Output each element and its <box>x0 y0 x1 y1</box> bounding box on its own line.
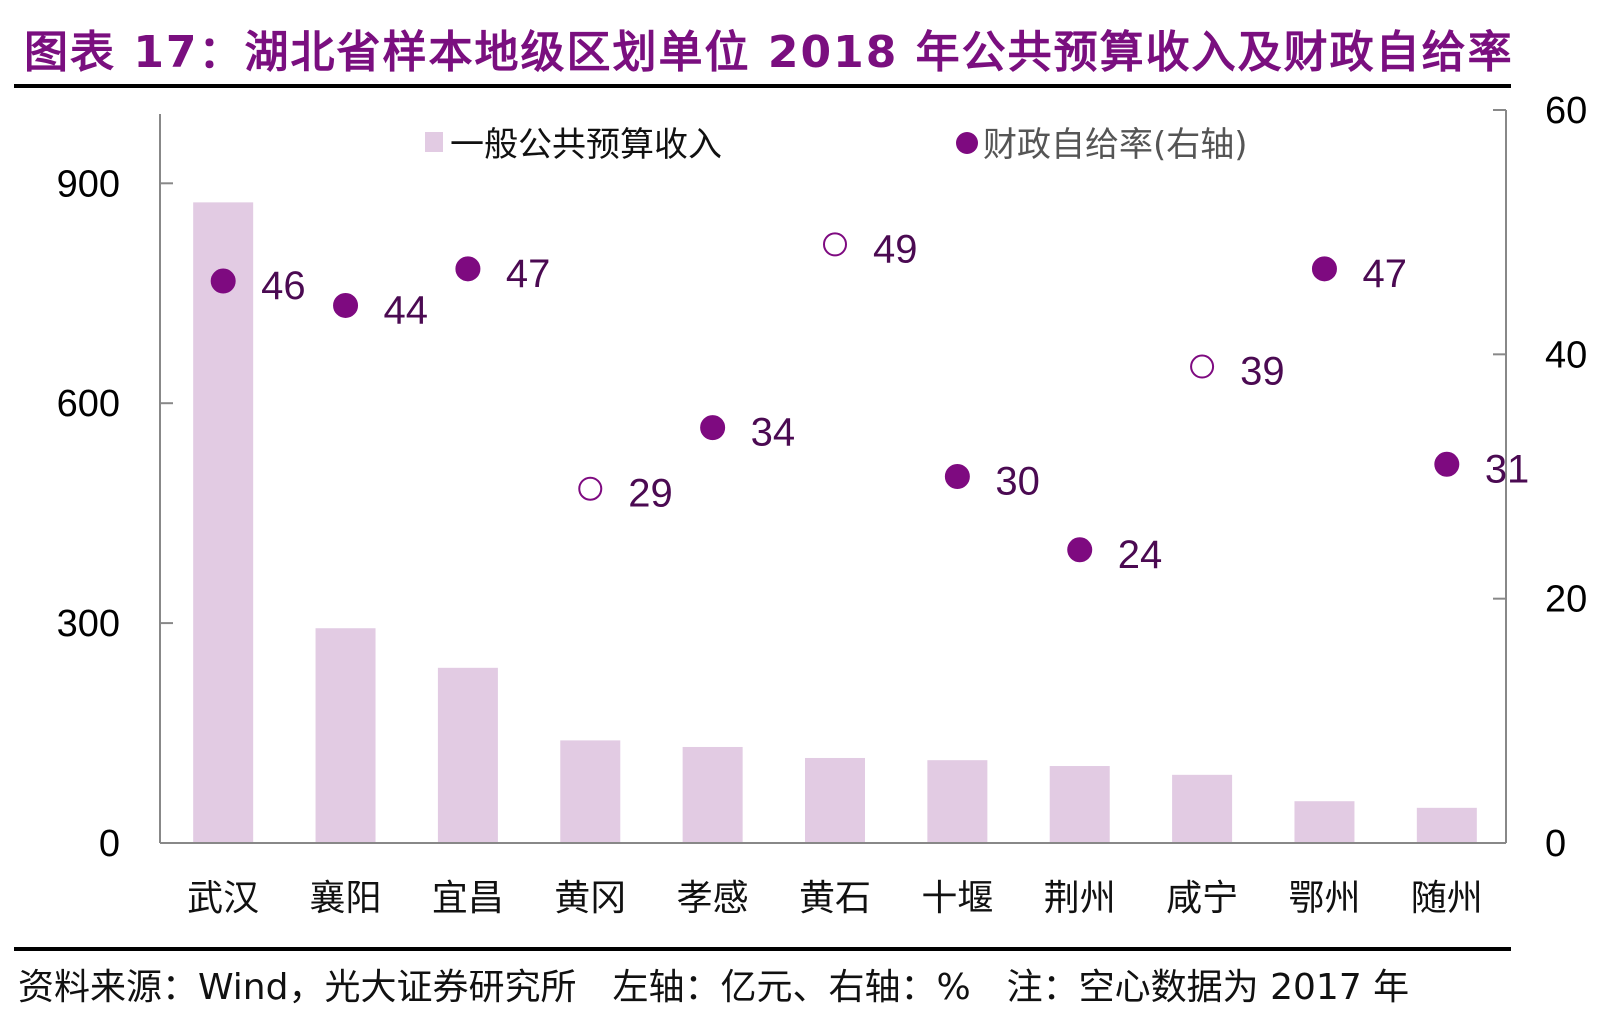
axes: 0 300 600 900 0 20 40 60 武汉 襄阳 宜昌 黄冈 孝感 黄石 十堰 荆州 咸宁 鄂州 随州 <box>57 90 1588 919</box>
bar <box>193 202 254 843</box>
category-label: 荆州 <box>1044 878 1116 919</box>
bar <box>1416 807 1477 843</box>
bar <box>1172 774 1233 843</box>
bar <box>315 628 376 843</box>
left-tick-label: 0 <box>99 823 120 865</box>
bar-series <box>193 202 1477 843</box>
bar <box>927 760 988 843</box>
data-label: 31 <box>1485 447 1530 491</box>
data-label: 49 <box>873 227 918 271</box>
marker-series: 46 44 47 29 34 49 30 24 39 47 31 <box>210 227 1530 577</box>
category-label: 鄂州 <box>1288 878 1360 919</box>
bar <box>1049 766 1110 843</box>
bar <box>560 740 621 843</box>
legend-label-bar: 一般公共预算收入 <box>450 125 722 165</box>
right-tick-label: 60 <box>1545 90 1587 132</box>
marker <box>455 256 481 282</box>
bar <box>437 667 498 843</box>
right-tick-label: 40 <box>1545 334 1587 376</box>
hollow-marker-2017 <box>1190 354 1215 379</box>
data-label: 39 <box>1240 350 1285 394</box>
left-tick-label: 600 <box>57 383 120 425</box>
legend-swatch-bar <box>425 132 443 152</box>
category-label: 十堰 <box>921 878 993 919</box>
legend-label-marker: 财政自给率(右轴) <box>983 125 1248 165</box>
marker <box>944 464 970 489</box>
right-tick-label: 0 <box>1545 823 1566 865</box>
marker <box>333 292 359 318</box>
category-label: 襄阳 <box>310 878 382 919</box>
legend: 一般公共预算收入 财政自给率(右轴) <box>425 125 1248 165</box>
category-label: 黄冈 <box>554 878 626 919</box>
legend-swatch-marker <box>956 132 978 154</box>
marker <box>210 268 236 294</box>
data-label: 44 <box>384 288 429 332</box>
category-label: 孝感 <box>677 878 749 919</box>
chart-title: 图表 17：湖北省样本地级区划单位 2018 年公共预算收入及财政自给率 <box>24 27 1514 78</box>
marker <box>1311 256 1337 282</box>
data-label: 29 <box>628 472 673 516</box>
category-label: 宜昌 <box>432 878 504 919</box>
left-tick-label: 900 <box>57 163 120 205</box>
left-tick-label: 300 <box>57 603 120 645</box>
hollow-marker-2017 <box>578 476 603 501</box>
data-label: 30 <box>995 460 1040 504</box>
category-label: 黄石 <box>799 878 871 919</box>
category-label: 咸宁 <box>1166 878 1238 919</box>
marker <box>1434 451 1460 477</box>
marker <box>1067 537 1093 563</box>
data-label: 34 <box>751 411 796 455</box>
data-label: 24 <box>1118 533 1163 577</box>
right-tick-label: 20 <box>1545 579 1587 621</box>
bar <box>682 746 743 843</box>
category-label: 随州 <box>1411 878 1483 919</box>
hollow-marker-2017 <box>823 232 847 257</box>
data-label: 47 <box>1362 252 1407 296</box>
footer-divider <box>14 947 1511 951</box>
category-label: 武汉 <box>187 878 259 919</box>
marker <box>700 415 726 441</box>
source-note: 资料来源：Wind，光大证券研究所 左轴：亿元、右轴：% 注：空心数据为 201… <box>18 967 1410 1008</box>
bar <box>805 757 865 843</box>
data-label: 46 <box>261 264 306 308</box>
data-label: 47 <box>506 252 550 296</box>
title-divider <box>14 84 1511 88</box>
bar <box>1294 801 1355 843</box>
